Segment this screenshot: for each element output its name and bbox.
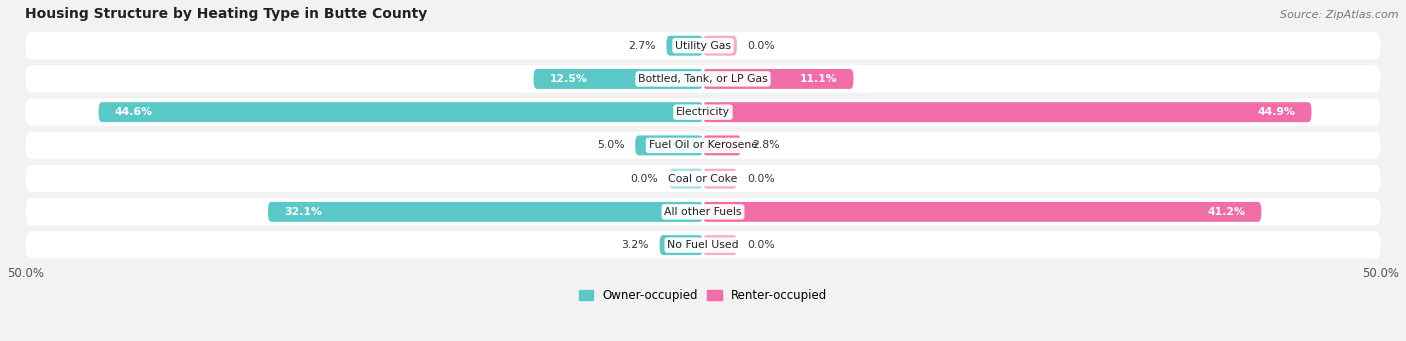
FancyBboxPatch shape <box>25 198 1381 225</box>
Text: All other Fuels: All other Fuels <box>664 207 742 217</box>
Text: No Fuel Used: No Fuel Used <box>668 240 738 250</box>
Text: 2.7%: 2.7% <box>628 41 655 51</box>
Text: 0.0%: 0.0% <box>748 41 776 51</box>
FancyBboxPatch shape <box>659 235 703 255</box>
FancyBboxPatch shape <box>669 169 703 189</box>
FancyBboxPatch shape <box>25 99 1381 126</box>
Text: Bottled, Tank, or LP Gas: Bottled, Tank, or LP Gas <box>638 74 768 84</box>
FancyBboxPatch shape <box>703 102 1312 122</box>
Text: 0.0%: 0.0% <box>748 174 776 184</box>
FancyBboxPatch shape <box>25 165 1381 192</box>
Text: Coal or Coke: Coal or Coke <box>668 174 738 184</box>
Text: Fuel Oil or Kerosene: Fuel Oil or Kerosene <box>648 140 758 150</box>
FancyBboxPatch shape <box>703 69 853 89</box>
Text: 44.6%: 44.6% <box>115 107 153 117</box>
Text: 41.2%: 41.2% <box>1206 207 1246 217</box>
Text: 32.1%: 32.1% <box>284 207 322 217</box>
FancyBboxPatch shape <box>534 69 703 89</box>
Text: 11.1%: 11.1% <box>800 74 837 84</box>
FancyBboxPatch shape <box>269 202 703 222</box>
Text: Housing Structure by Heating Type in Butte County: Housing Structure by Heating Type in But… <box>25 7 427 21</box>
FancyBboxPatch shape <box>98 102 703 122</box>
Text: 5.0%: 5.0% <box>596 140 624 150</box>
Text: Source: ZipAtlas.com: Source: ZipAtlas.com <box>1281 10 1399 20</box>
FancyBboxPatch shape <box>636 135 703 155</box>
FancyBboxPatch shape <box>703 36 737 56</box>
FancyBboxPatch shape <box>666 36 703 56</box>
FancyBboxPatch shape <box>703 135 741 155</box>
FancyBboxPatch shape <box>25 132 1381 159</box>
Text: 44.9%: 44.9% <box>1257 107 1295 117</box>
FancyBboxPatch shape <box>703 202 1261 222</box>
Text: 12.5%: 12.5% <box>550 74 588 84</box>
FancyBboxPatch shape <box>25 32 1381 59</box>
Text: 3.2%: 3.2% <box>621 240 648 250</box>
Text: Utility Gas: Utility Gas <box>675 41 731 51</box>
FancyBboxPatch shape <box>703 235 737 255</box>
Text: 0.0%: 0.0% <box>630 174 658 184</box>
FancyBboxPatch shape <box>703 169 737 189</box>
FancyBboxPatch shape <box>25 232 1381 259</box>
Text: 2.8%: 2.8% <box>752 140 779 150</box>
Text: Electricity: Electricity <box>676 107 730 117</box>
Text: 0.0%: 0.0% <box>748 240 776 250</box>
FancyBboxPatch shape <box>25 65 1381 92</box>
Legend: Owner-occupied, Renter-occupied: Owner-occupied, Renter-occupied <box>574 285 832 307</box>
